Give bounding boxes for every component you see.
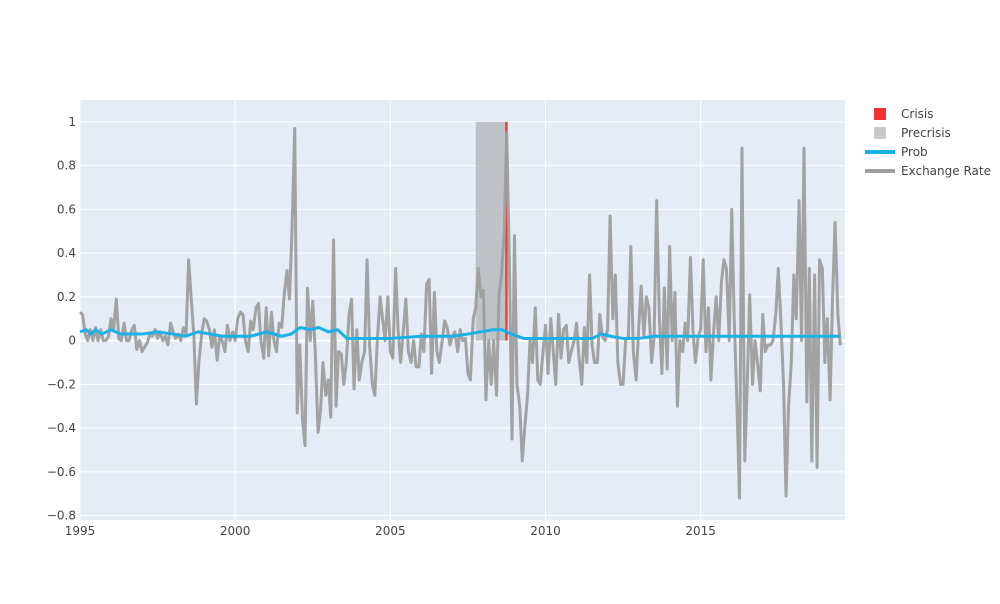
series-line-prob	[79, 326, 841, 340]
x-tick-label: 2010	[530, 524, 561, 538]
x-tick-label: 1995	[65, 524, 96, 538]
y-tick-label: 0.8	[57, 159, 76, 173]
legend-label: Prob	[901, 145, 928, 159]
legend-label: Crisis	[901, 107, 933, 121]
y-tick-label: 0	[68, 334, 76, 348]
y-axis-ticks: 1 0.8 0.6 0.4 0.2 0 −0.2 −0.4 −0.6 −0.8	[47, 115, 76, 523]
y-tick-label: 0.4	[57, 246, 76, 260]
crisis-region	[505, 121, 508, 341]
x-tick-label: 2005	[375, 524, 406, 538]
legend-item: Exchange Rate	[865, 164, 991, 178]
legend-label: Exchange Rate	[901, 164, 991, 178]
y-tick-label: 0.2	[57, 290, 76, 304]
series-line-exchange-rate	[79, 126, 842, 500]
legend-swatch-square	[874, 127, 886, 139]
legend-swatch-square	[874, 108, 886, 120]
x-tick-label: 2000	[220, 524, 251, 538]
y-tick-label: −0.2	[47, 377, 76, 391]
y-tick-label: 1	[68, 115, 76, 129]
y-tick-label: −0.8	[47, 509, 76, 523]
legend: Crisis Precrisis Prob Exchange Rate	[865, 107, 991, 178]
y-tick-label: 0.6	[57, 202, 76, 216]
legend-item: Prob	[865, 145, 928, 159]
series-lines	[79, 126, 842, 500]
x-tick-label: 2015	[685, 524, 716, 538]
x-axis-ticks: 1995 2000 2005 2010 2015	[65, 524, 716, 538]
precrisis-region	[475, 121, 506, 341]
legend-item: Precrisis	[874, 126, 951, 140]
legend-label: Precrisis	[901, 126, 951, 140]
y-tick-label: −0.6	[47, 465, 76, 479]
legend-item: Crisis	[874, 107, 933, 121]
y-tick-label: −0.4	[47, 421, 76, 435]
